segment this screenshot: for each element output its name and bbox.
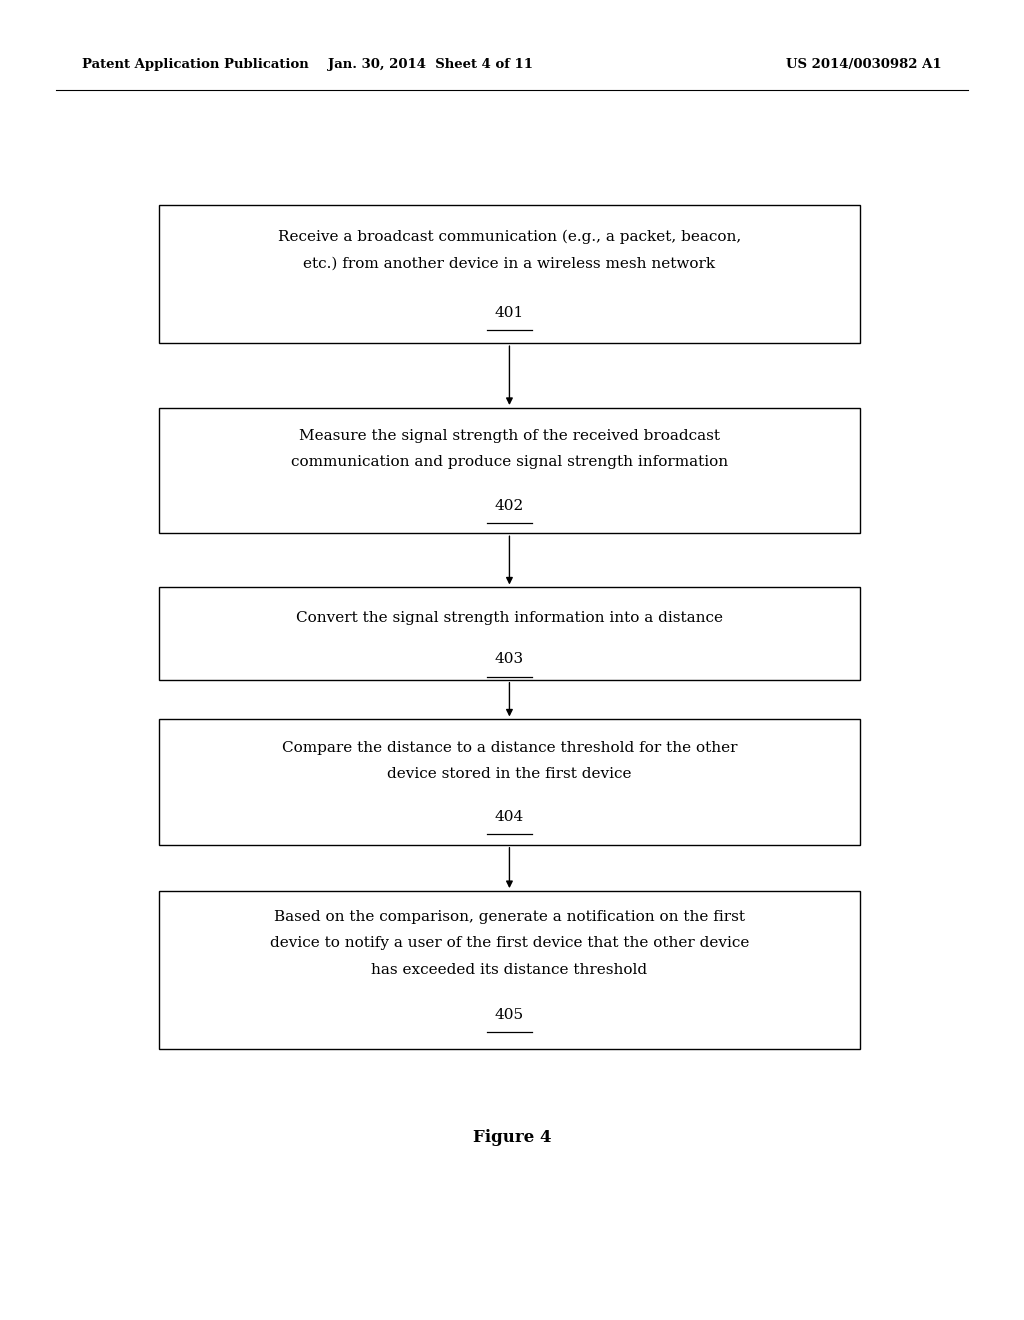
Text: etc.) from another device in a wireless mesh network: etc.) from another device in a wireless … [303,256,716,271]
Text: Patent Application Publication: Patent Application Publication [82,58,308,71]
Text: Jan. 30, 2014  Sheet 4 of 11: Jan. 30, 2014 Sheet 4 of 11 [328,58,532,71]
Text: US 2014/0030982 A1: US 2014/0030982 A1 [786,58,942,71]
Text: Compare the distance to a distance threshold for the other: Compare the distance to a distance thres… [282,741,737,755]
Text: Measure the signal strength of the received broadcast: Measure the signal strength of the recei… [299,429,720,444]
Bar [159,205,860,343]
Bar [159,719,860,845]
Text: 401: 401 [495,306,524,319]
Text: communication and produce signal strength information: communication and produce signal strengt… [291,455,728,470]
Text: 405: 405 [495,1007,524,1022]
Text: has exceeded its distance threshold: has exceeded its distance threshold [372,962,647,977]
Text: Convert the signal strength information into a distance: Convert the signal strength information … [296,611,723,624]
Text: device stored in the first device: device stored in the first device [387,767,632,781]
Bar [159,891,860,1049]
Text: 403: 403 [495,652,524,667]
Bar [159,587,860,680]
Text: Receive a broadcast communication (e.g., a packet, beacon,: Receive a broadcast communication (e.g.,… [278,230,741,244]
Text: Based on the comparison, generate a notification on the first: Based on the comparison, generate a noti… [274,909,744,924]
Text: Figure 4: Figure 4 [473,1130,551,1146]
Bar [159,408,860,533]
Text: 404: 404 [495,810,524,824]
Text: 402: 402 [495,499,524,512]
Text: device to notify a user of the first device that the other device: device to notify a user of the first dev… [269,936,750,950]
